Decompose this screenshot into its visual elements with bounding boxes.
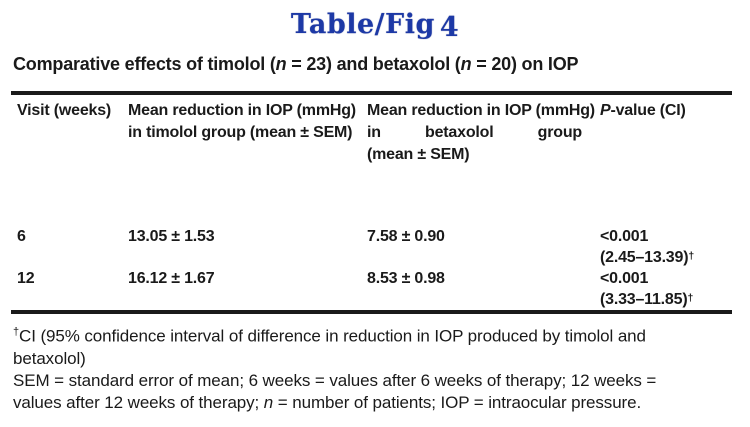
header-timolol-line1: Mean reduction in IOP (mmHg) bbox=[128, 102, 356, 119]
header-betaxolol-line2: in betaxolol group bbox=[367, 122, 600, 144]
figure-heading-number: 4 bbox=[439, 12, 460, 43]
figure-page: Table/Fig 4 Comparative effects of timolo… bbox=[0, 9, 750, 427]
footnote-abbreviations: SEM = standard error of mean; 6 weeks = … bbox=[13, 370, 737, 414]
pvalue-12wk: <0.001 bbox=[600, 270, 649, 287]
cell-visit-6: 6 bbox=[17, 228, 26, 245]
header-pvalue-ci: P-value (CI) bbox=[600, 93, 732, 226]
footnote-ci-line1: CI (95% confidence interval of differenc… bbox=[19, 326, 646, 346]
cell-pvalue-6wk: <0.001 (2.45–13.39)† bbox=[600, 226, 732, 268]
cell-visit-12: 12 bbox=[17, 270, 35, 287]
pvalue-6wk: <0.001 bbox=[600, 228, 649, 245]
header-betaxolol-reduction: Mean reduction in IOP (mmHg) in betaxolo… bbox=[367, 93, 600, 226]
ci-12wk: (3.33–11.85)† bbox=[600, 289, 732, 310]
ci-6wk: (2.45–13.39)† bbox=[600, 247, 732, 268]
dagger-icon: † bbox=[13, 326, 20, 338]
figure-title-part2: = 23) and betaxolol ( bbox=[286, 54, 461, 74]
cell-betaxolol-12wk: 8.53 ± 0.98 bbox=[367, 270, 445, 287]
cell-timolol-6wk: 13.05 ± 1.53 bbox=[128, 228, 215, 245]
figure-heading: Table/Fig 4 bbox=[0, 9, 750, 43]
results-table: Visit (weeks) Mean reduction in IOP (mmH… bbox=[11, 91, 732, 314]
header-betaxolol-line3: (mean ± SEM) bbox=[367, 146, 470, 163]
footnote-abbrev-line1: SEM = standard error of mean; 6 weeks = … bbox=[13, 370, 657, 390]
ci-6wk-range: (2.45–13.39) bbox=[600, 249, 689, 266]
table-header-row: Visit (weeks) Mean reduction in IOP (mmH… bbox=[11, 93, 732, 226]
footnote-ci-definition: †CI (95% confidence interval of differen… bbox=[13, 321, 737, 370]
header-pvalue-rest: -value (CI) bbox=[610, 102, 686, 119]
dagger-icon: † bbox=[688, 250, 694, 262]
header-timolol-line2: in timolol group (mean ± SEM) bbox=[128, 124, 353, 141]
figure-heading-text: Table/Fig bbox=[290, 9, 435, 40]
table-row: 6 13.05 ± 1.53 7.58 ± 0.90 <0.001 (2.45–… bbox=[11, 226, 732, 268]
header-visit-weeks-label: Visit (weeks) bbox=[17, 102, 112, 119]
cell-pvalue-12wk: <0.001 (3.33–11.85)† bbox=[600, 268, 732, 312]
header-pvalue-italic-p: P bbox=[600, 102, 611, 119]
figure-title: Comparative effects of timolol (n = 23) … bbox=[13, 52, 750, 76]
footnote-abbrev-line2-part2: = number of patients; IOP = intraocular … bbox=[273, 392, 642, 412]
header-visit-weeks: Visit (weeks) bbox=[11, 93, 128, 226]
figure-title-part3: = 20) on IOP bbox=[471, 54, 579, 74]
header-betaxolol-word-in: in bbox=[367, 124, 381, 141]
footnote-ci-line2: betaxolol) bbox=[13, 348, 86, 368]
footnotes: †CI (95% confidence interval of differen… bbox=[13, 321, 737, 414]
figure-title-n2: n bbox=[460, 54, 472, 74]
cell-timolol-12wk: 16.12 ± 1.67 bbox=[128, 270, 215, 287]
figure-title-n1: n bbox=[275, 54, 287, 74]
dagger-icon: † bbox=[687, 292, 694, 304]
header-betaxolol-line1: Mean reduction in IOP (mmHg) bbox=[367, 102, 595, 119]
header-betaxolol-word-betaxolol: betaxolol bbox=[425, 124, 494, 141]
ci-12wk-range: (3.33–11.85) bbox=[600, 291, 688, 308]
cell-betaxolol-6wk: 7.58 ± 0.90 bbox=[367, 228, 445, 245]
table-row: 12 16.12 ± 1.67 8.53 ± 0.98 <0.001 (3.33… bbox=[11, 268, 732, 312]
footnote-abbrev-line2-part1: values after 12 weeks of therapy; bbox=[13, 392, 264, 412]
figure-title-part1: Comparative effects of timolol ( bbox=[13, 54, 276, 74]
footnote-abbrev-italic-n: n bbox=[263, 392, 274, 412]
header-timolol-reduction: Mean reduction in IOP (mmHg) in timolol … bbox=[128, 93, 367, 226]
header-betaxolol-word-group: group bbox=[537, 124, 583, 141]
